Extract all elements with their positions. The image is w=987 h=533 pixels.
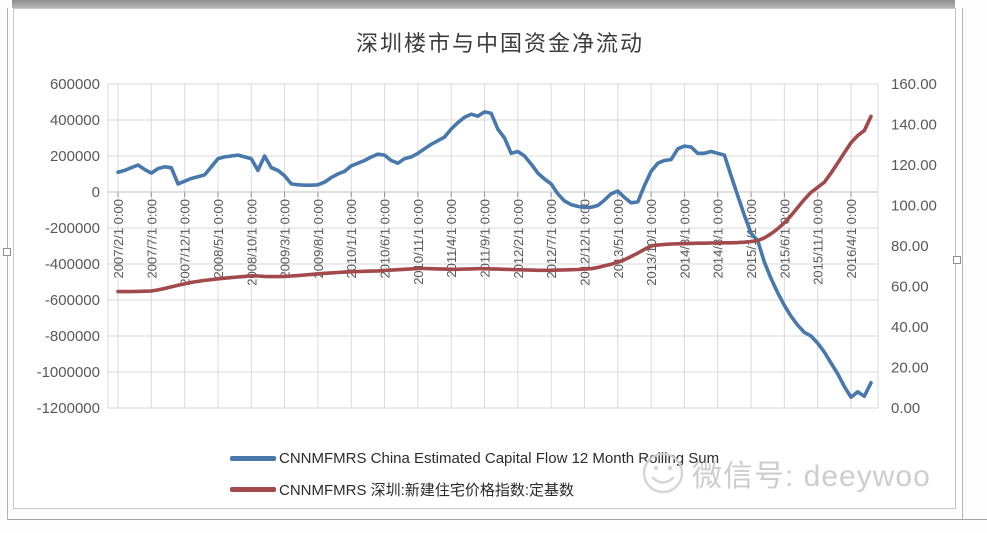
- window-top-edge: [12, 0, 955, 8]
- x-axis-tick-label: 2015/11/1 0:00: [811, 199, 826, 285]
- right-axis-tick-label: 100.00: [891, 198, 937, 215]
- x-axis-tick-label: 2012/7/1 0:00: [544, 199, 559, 279]
- price-index-swatch-icon: [230, 486, 276, 492]
- right-axis-tick-label: 60.00: [891, 279, 929, 296]
- legend: CNNMFMRS China Estimated Capital Flow 12…: [230, 447, 719, 509]
- x-axis-tick-label: 2008/10/1 0:00: [244, 199, 259, 286]
- x-axis-tick-label: 2009/3/1 0:00: [278, 199, 293, 279]
- x-axis-tick-label: 2010/1/1 0:00: [344, 199, 359, 279]
- legend-label-capital-flow: CNNMFMRS China Estimated Capital Flow 12…: [279, 449, 720, 467]
- left-axis-tick-label: -600000: [45, 292, 100, 309]
- left-axis-tick-label: 400000: [50, 112, 100, 129]
- x-axis-tick-label: 2016/4/1 0:00: [844, 199, 859, 279]
- x-axis-tick-label: 2012/2/1 0:00: [511, 199, 526, 279]
- right-axis-tick-label: 20.00: [891, 360, 929, 377]
- x-axis-tick-label: 2007/7/1 0:00: [144, 199, 159, 279]
- right-axis-tick-label: 0.00: [891, 400, 920, 417]
- x-axis-tick-label: 2007/12/1 0:00: [178, 199, 193, 286]
- legend-label-price-index: CNNMFMRS 深圳:新建住宅价格指数:定基数: [279, 481, 574, 499]
- x-axis-tick-label: 2013/10/1 0:00: [644, 199, 659, 286]
- x-axis-tick-label: 2008/5/1 0:00: [211, 199, 226, 279]
- chart-title: 深圳楼市与中国资金净流动: [355, 31, 644, 56]
- x-axis-tick-label: 2011/9/1 0:00: [478, 199, 493, 278]
- left-axis-tick-label: 0: [92, 184, 100, 201]
- watermark-text: 微信号: deeywoo: [692, 460, 931, 493]
- legend-item-price-index[interactable]: CNNMFMRS 深圳:新建住宅价格指数:定基数: [230, 478, 719, 500]
- frame-outer-line-left: [7, 8, 8, 520]
- left-axis-tick-label: -200000: [45, 220, 100, 237]
- right-axis-tick-label: 120.00: [891, 157, 937, 174]
- watermark: 微信号: deeywoo: [640, 450, 931, 496]
- price-index-line: [116, 114, 873, 294]
- left-axis-tick-label: -800000: [45, 328, 100, 345]
- x-axis-tick-label: 2007/2/1 0:00: [111, 199, 126, 279]
- x-axis-tick-label: 2011/4/1 0:00: [444, 199, 459, 278]
- selection-handle-right[interactable]: [953, 256, 961, 264]
- smiley-face-icon: [642, 452, 684, 494]
- capital-flow-line: [116, 110, 873, 400]
- selection-handle-left[interactable]: [3, 248, 11, 256]
- x-axis-tick-label: 2012/12/1 0:00: [577, 199, 592, 286]
- right-axis-tick-label: 40.00: [891, 319, 929, 336]
- right-axis-tick-label: 140.00: [891, 117, 937, 134]
- left-axis-tick-label: -1000000: [37, 364, 100, 381]
- left-axis-tick-label: -1200000: [37, 400, 100, 417]
- legend-item-capital-flow[interactable]: CNNMFMRS China Estimated Capital Flow 12…: [230, 447, 719, 469]
- left-axis-tick-label: -400000: [45, 256, 100, 273]
- x-axis-tick-label: 2010/6/1 0:00: [378, 199, 393, 279]
- x-axis-tick-label: 2015/1/1 0:00: [744, 199, 759, 279]
- x-axis-tick-label: 2014/8/1 0:00: [711, 199, 726, 279]
- capital-flow-swatch-icon: [230, 455, 276, 461]
- x-axis-tick-label: 2009/8/1 0:00: [311, 199, 326, 279]
- frame-outer-line-right: [962, 8, 963, 520]
- frame-outer-line-bottom: [7, 519, 987, 520]
- right-axis-tick-label: 80.00: [891, 238, 929, 255]
- right-axis-tick-label: 160.00: [891, 76, 937, 93]
- left-axis-tick-label: 600000: [50, 76, 100, 93]
- left-axis-tick-label: 200000: [50, 148, 100, 165]
- x-axis-tick-label: 2015/6/1 0:00: [777, 199, 792, 279]
- x-axis-tick-label: 2013/5/1 0:00: [611, 199, 626, 279]
- x-axis-tick-label: 2010/11/1 0:00: [411, 199, 426, 285]
- x-axis-tick-label: 2014/3/1 0:00: [677, 199, 692, 279]
